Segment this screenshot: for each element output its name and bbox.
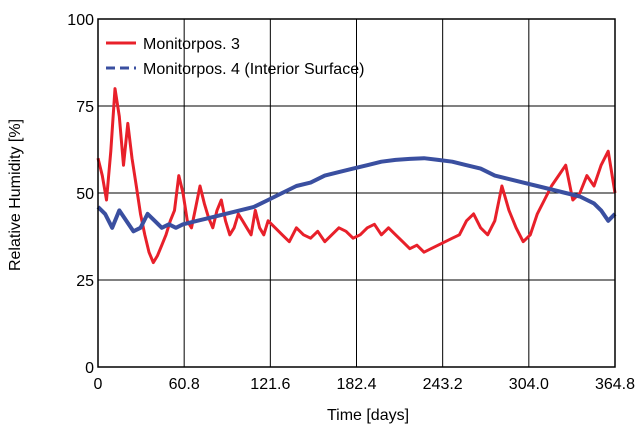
y-axis-title: Relative Humidity [%] [7, 119, 24, 271]
x-tick-label: 0 [94, 376, 103, 393]
y-tick-label: 0 [85, 360, 94, 377]
series-layer [96, 87, 617, 265]
y-axis-ticks: 0 25 50 75 100 [67, 12, 94, 377]
y-tick-label: 50 [76, 186, 94, 203]
x-axis-ticks: 0 60.8 121.6 182.4 243.2 304.0 364.8 [94, 376, 636, 393]
legend-label-series-4: Monitorpos. 4 (Interior Surface) [143, 61, 364, 78]
y-tick-label: 25 [76, 273, 94, 290]
x-axis-title: Time [days] [327, 407, 409, 424]
x-tick-label: 182.4 [336, 376, 376, 393]
x-tick-label: 364.8 [595, 376, 635, 393]
series-line-monitorpos-3 [96, 87, 617, 265]
x-tick-label: 304.0 [509, 376, 549, 393]
y-tick-label: 75 [76, 99, 94, 116]
legend-label-series-3: Monitorpos. 3 [143, 36, 240, 53]
y-tick-label: 100 [67, 12, 94, 29]
x-tick-label: 243.2 [423, 376, 463, 393]
plot-frame [97, 18, 616, 368]
legend: Monitorpos. 3 Monitorpos. 4 (Interior Su… [106, 36, 364, 78]
x-tick-label: 121.6 [250, 376, 290, 393]
x-tick-label: 60.8 [169, 376, 200, 393]
series-line-monitorpos-4 [96, 156, 617, 234]
